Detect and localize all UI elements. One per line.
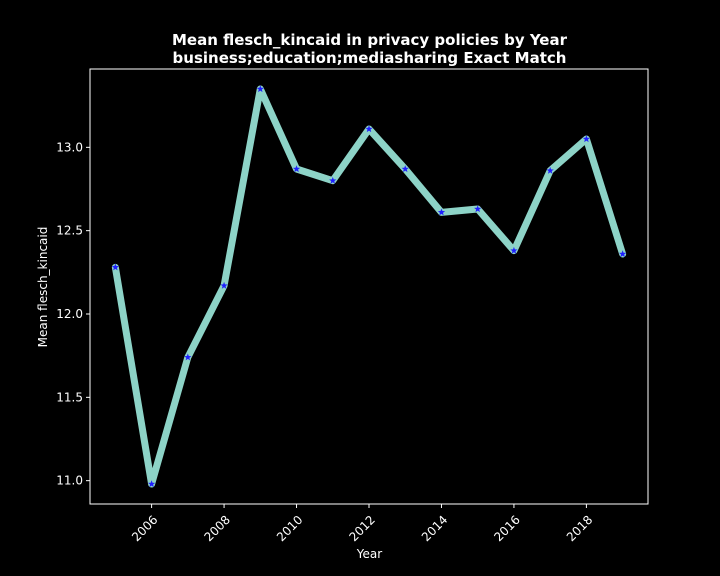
x-axis-label: Year bbox=[356, 547, 382, 561]
chart-subtitle: business;education;mediasharing Exact Ma… bbox=[173, 49, 567, 67]
x-tick-label: 2006 bbox=[129, 513, 160, 544]
x-tick-label: 2016 bbox=[491, 513, 522, 544]
data-point bbox=[437, 208, 446, 216]
y-tick-label: 11.0 bbox=[56, 474, 83, 488]
plot-frame bbox=[89, 68, 649, 505]
x-tick-label: 2018 bbox=[564, 513, 595, 544]
data-point bbox=[474, 205, 482, 213]
data-point bbox=[619, 250, 627, 258]
y-tick-label: 12.5 bbox=[56, 224, 83, 238]
y-tick-label: 13.0 bbox=[56, 140, 83, 154]
plot-area: 2006 2008 2010 2012 2014 2016 2018 11.0 11.5 12.0… bbox=[56, 68, 649, 544]
data-point bbox=[184, 353, 192, 361]
x-tick-label: 2014 bbox=[419, 513, 450, 544]
data-point bbox=[256, 85, 264, 93]
y-axis-label: Mean flesch_kincaid bbox=[36, 227, 50, 348]
chart-title: Mean flesch_kincaid in privacy policies … bbox=[172, 31, 568, 49]
data-point bbox=[401, 165, 409, 173]
data-point bbox=[220, 281, 228, 289]
data-point bbox=[546, 166, 554, 174]
data-point bbox=[329, 176, 337, 184]
data-point bbox=[510, 246, 518, 254]
y-tick-label: 11.5 bbox=[56, 390, 83, 404]
data-point bbox=[111, 263, 119, 271]
data-point bbox=[147, 480, 156, 488]
data-point bbox=[582, 135, 591, 143]
data-point bbox=[365, 125, 373, 133]
data-point bbox=[292, 165, 301, 173]
x-tick-label: 2010 bbox=[274, 513, 305, 544]
x-tick-label: 2012 bbox=[346, 513, 377, 544]
x-tick-label: 2008 bbox=[202, 513, 233, 544]
y-tick-label: 12.0 bbox=[56, 307, 83, 321]
